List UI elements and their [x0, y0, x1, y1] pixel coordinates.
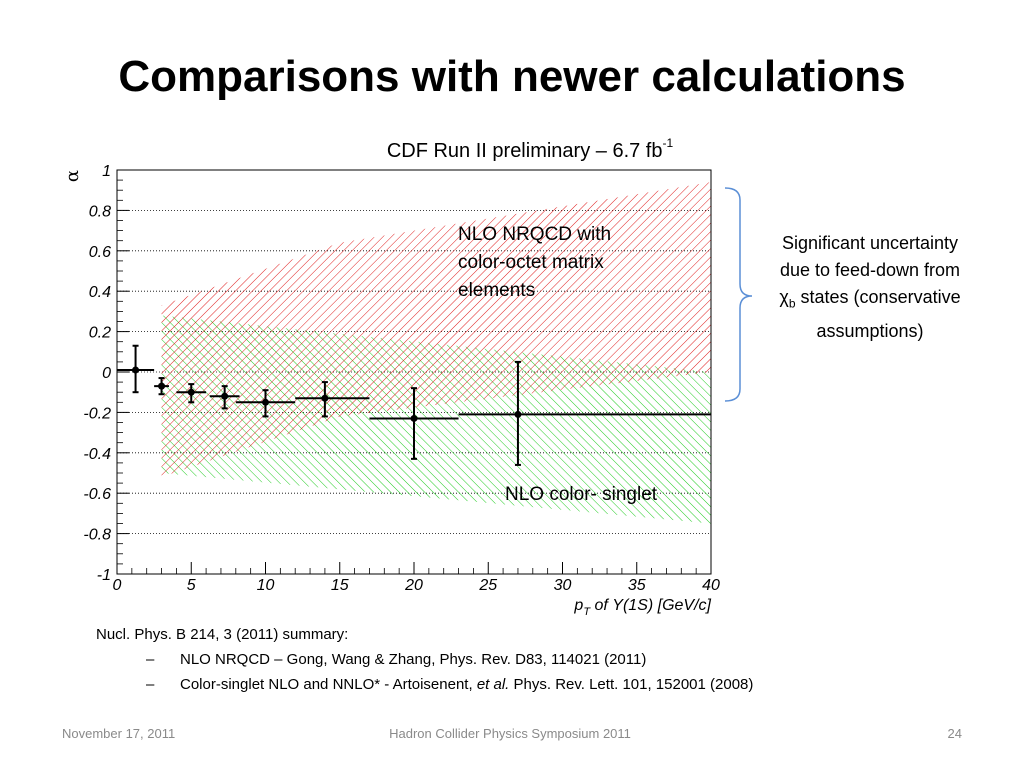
- y-tick-label: 0.8: [89, 203, 111, 220]
- y-tick-label: -0.2: [83, 405, 111, 422]
- octet-band-label: NLO NRQCD with: [458, 224, 611, 245]
- x-axis-label: pT of Υ(1S) [GeV/c]: [573, 597, 711, 618]
- data-point: [295, 381, 370, 418]
- references-intro: Nucl. Phys. B 214, 3 (2011) summary:: [96, 626, 349, 643]
- slide-title: Comparisons with newer calculations: [118, 52, 906, 101]
- data-marker: [158, 382, 166, 390]
- reference-text: NLO NRQCD – Gong, Wang & Zhang, Phys. Re…: [180, 651, 647, 668]
- data-marker: [262, 398, 269, 406]
- x-tick-label: 30: [554, 577, 572, 594]
- x-tick-label: 20: [404, 577, 423, 594]
- curly-bracket: [724, 187, 753, 402]
- y-tick-label: -0.4: [83, 446, 111, 463]
- reference-text: Color-singlet NLO and NNLO* - Artoisenen…: [180, 676, 477, 693]
- x-tick-label: 10: [257, 577, 275, 594]
- y-tick-label: 0.2: [89, 325, 111, 342]
- page-number: 24: [947, 726, 962, 741]
- y-tick-label: 0.6: [89, 244, 111, 261]
- note-line-2: states (conservative assumptions): [800, 287, 961, 341]
- y-axis-label: α: [62, 170, 83, 182]
- data-point: [235, 389, 296, 418]
- data-point: [154, 377, 169, 396]
- note-subscript: b: [788, 296, 796, 311]
- data-point: [117, 344, 155, 394]
- note-line-1: Significant uncertainty due to feed-down…: [779, 233, 961, 307]
- octet-band-label: color-octet matrix: [458, 252, 604, 273]
- data-point: [369, 387, 459, 460]
- data-marker: [410, 414, 418, 422]
- data-marker: [132, 366, 140, 374]
- reference-dash: –: [146, 676, 155, 693]
- data-marker: [514, 410, 522, 418]
- plot-title: CDF Run II preliminary – 6.7 fb-1: [270, 136, 790, 163]
- data-point: [209, 385, 240, 410]
- y-tick-label: 0: [102, 365, 111, 382]
- y-tick-label: -0.8: [83, 527, 111, 544]
- y-tick-label: 1: [102, 163, 111, 180]
- octet-band-label: elements: [458, 280, 535, 301]
- y-tick-label: 0.4: [89, 284, 111, 301]
- data-point: [458, 360, 711, 466]
- reference-et-al: et al.: [476, 676, 510, 693]
- feed-down-note: Significant uncertainty due to feed-down…: [770, 230, 970, 345]
- reference-dash: –: [146, 651, 155, 668]
- x-tick-label: 40: [702, 577, 720, 594]
- axis-ticks: 0 5 10 15 20 25 30 35 40 -1 -0.8 -0.6 -0.4 -0.2 0 0.2 0.…: [83, 163, 720, 594]
- x-tick-label: 0: [113, 577, 122, 594]
- data-points: [117, 344, 711, 466]
- footer-conference: Hadron Collider Physics Symposium 2011: [389, 726, 631, 741]
- reference-item: – Color-singlet NLO and NNLO* - Artoisen…: [96, 676, 753, 693]
- x-tick-label: 15: [331, 577, 349, 594]
- data-point: [176, 383, 207, 404]
- data-marker: [321, 394, 329, 402]
- plot-text: α pT of Υ(1S) [GeV/c] NLO NRQCD with color-…: [62, 170, 712, 618]
- octet-band: [161, 182, 712, 478]
- reference-text-tail: Phys. Rev. Lett. 101, 152001 (2008): [509, 676, 754, 693]
- data-marker: [187, 388, 195, 396]
- y-tick-label: -1: [97, 567, 111, 584]
- theory-bands: [161, 182, 712, 524]
- x-tick-label: 5: [187, 577, 196, 594]
- footer-date: November 17, 2011: [62, 726, 176, 741]
- y-tick-label: -0.6: [83, 486, 111, 503]
- x-tick-label: 35: [628, 577, 646, 594]
- references: Nucl. Phys. B 214, 3 (2011) summary: – N…: [96, 626, 753, 701]
- plot-title-superscript: -1: [662, 136, 674, 150]
- data-marker: [221, 392, 229, 400]
- singlet-band-label: NLO color- singlet: [505, 484, 658, 505]
- reference-item: – NLO NRQCD – Gong, Wang & Zhang, Phys. …: [96, 651, 753, 668]
- plot-title-text: CDF Run II preliminary – 6.7 fb: [386, 140, 663, 162]
- x-tick-label: 25: [478, 577, 497, 594]
